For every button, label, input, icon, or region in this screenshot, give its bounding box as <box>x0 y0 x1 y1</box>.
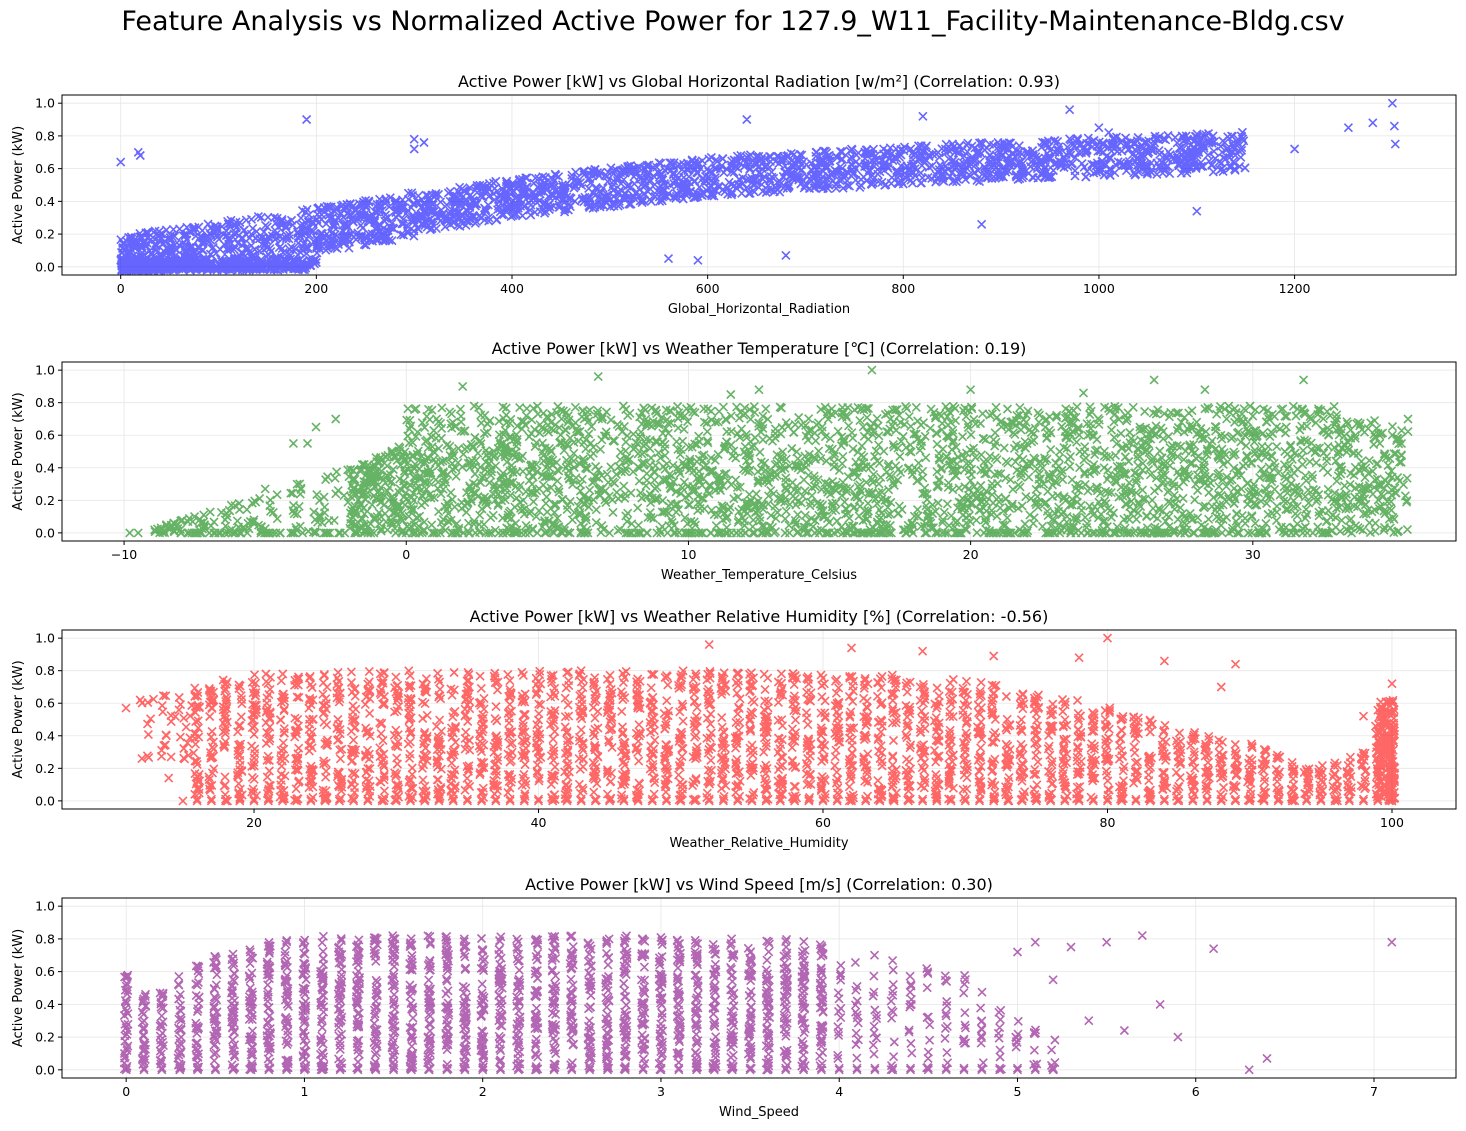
x-tick-label: 1200 <box>1279 281 1311 296</box>
x-tick-label: 3 <box>657 1084 665 1099</box>
x-tick-label: 20 <box>246 815 262 830</box>
x-tick-label: 800 <box>891 281 915 296</box>
chart-title: Active Power [kW] vs Weather Temperature… <box>492 339 1027 358</box>
x-tick-label: 6 <box>1192 1084 1200 1099</box>
x-axis-label: Weather_Relative_Humidity <box>669 836 848 851</box>
y-axis-label: Active Power (kW) <box>11 126 26 244</box>
x-tick-label: 200 <box>304 281 328 296</box>
x-axis-label: Global_Horizontal_Radiation <box>668 302 850 317</box>
plot-frame <box>61 629 1457 810</box>
y-tick-label: 0.0 <box>35 259 55 274</box>
chart-panel-3: 20 40 60 80 100 0.0 0.2 0.4 0.6 0.8 1.0 Active Powe… <box>11 607 1457 851</box>
plot-frame <box>61 897 1457 1079</box>
x-tick-label: 2 <box>479 1084 487 1099</box>
y-tick-label: 0.6 <box>35 161 55 176</box>
scatter-markers <box>125 365 1413 538</box>
x-axis-label: Wind_Speed <box>719 1105 799 1120</box>
chart-title: Active Power [kW] vs Global Horizontal R… <box>458 72 1060 91</box>
y-tick-label: 0.0 <box>35 525 55 540</box>
scatter-points-3 <box>121 633 1400 806</box>
x-tick-label: 1000 <box>1083 281 1115 296</box>
scatter-markers <box>119 931 1397 1075</box>
y-tick-label: 0.6 <box>35 964 55 979</box>
scatter-points-4 <box>119 931 1397 1075</box>
y-tick-label: 0.0 <box>35 793 55 808</box>
x-tick-label: 10 <box>681 547 697 562</box>
y-tick-label: 0.2 <box>35 1030 55 1045</box>
y-tick-label: 1.0 <box>35 363 55 378</box>
x-tick-label: 100 <box>1380 815 1404 830</box>
y-tick-label: 0.8 <box>35 395 55 410</box>
x-tick-label: 400 <box>500 281 524 296</box>
y-tick-label: 0.8 <box>35 663 55 678</box>
y-tick-label: 0.2 <box>35 761 55 776</box>
x-tick-label: 7 <box>1370 1084 1378 1099</box>
x-tick-label: 80 <box>1100 815 1116 830</box>
x-tick-label: 600 <box>696 281 720 296</box>
y-tick-label: 1.0 <box>35 899 55 914</box>
x-tick-label: 30 <box>1245 547 1261 562</box>
y-axis-label: Active Power (kW) <box>11 392 26 510</box>
y-tick-label: 0.0 <box>35 1062 55 1077</box>
scatter-markers <box>116 98 1400 275</box>
y-tick-label: 1.0 <box>35 96 55 111</box>
y-tick-label: 0.8 <box>35 931 55 946</box>
chart-panel-2: −10 0 10 20 30 0.0 0.2 0.4 0.6 0.8 1.0 Active Power… <box>11 339 1457 583</box>
x-tick-label: 40 <box>531 815 547 830</box>
x-tick-label: 5 <box>1014 1084 1022 1099</box>
chart-panel-4: 0 1 2 3 4 5 6 7 0.0 0.2 0.4 0.6 0.8 1.0 Active Power [… <box>11 875 1457 1120</box>
x-axis-label: Weather_Temperature_Celsius <box>661 568 857 583</box>
y-axis-label: Active Power (kW) <box>11 929 26 1047</box>
x-tick-label: 60 <box>815 815 831 830</box>
y-axis-label: Active Power (kW) <box>11 660 26 778</box>
y-tick-label: 0.6 <box>35 696 55 711</box>
x-tick-label: 0 <box>122 1084 130 1099</box>
chart-panel-1: 0 200 400 600 800 1000 1200 0.0 0.2 0.4 0.6 0.8 1.0 A… <box>11 72 1457 317</box>
y-tick-label: 1.0 <box>35 631 55 646</box>
chart-title: Active Power [kW] vs Wind Speed [m/s] (C… <box>525 875 993 894</box>
x-tick-label: 4 <box>835 1084 843 1099</box>
scatter-markers <box>121 633 1400 806</box>
figure-title: Feature Analysis vs Normalized Active Po… <box>121 6 1345 37</box>
y-tick-label: 0.6 <box>35 428 55 443</box>
plot-frame <box>61 94 1457 276</box>
chart-title: Active Power [kW] vs Weather Relative Hu… <box>470 607 1049 626</box>
y-tick-label: 0.4 <box>35 460 55 475</box>
plot-frame <box>61 361 1457 542</box>
x-tick-label: −10 <box>111 547 137 562</box>
y-tick-label: 0.2 <box>35 227 55 242</box>
x-tick-label: 20 <box>963 547 979 562</box>
scatter-points-1 <box>116 98 1400 275</box>
y-tick-label: 0.4 <box>35 997 55 1012</box>
y-tick-label: 0.4 <box>35 194 55 209</box>
y-tick-label: 0.4 <box>35 728 55 743</box>
x-tick-label: 1 <box>300 1084 308 1099</box>
y-tick-label: 0.8 <box>35 128 55 143</box>
y-tick-label: 0.2 <box>35 493 55 508</box>
x-tick-label: 0 <box>117 281 125 296</box>
scatter-points-2 <box>125 365 1413 538</box>
x-tick-label: 0 <box>402 547 410 562</box>
